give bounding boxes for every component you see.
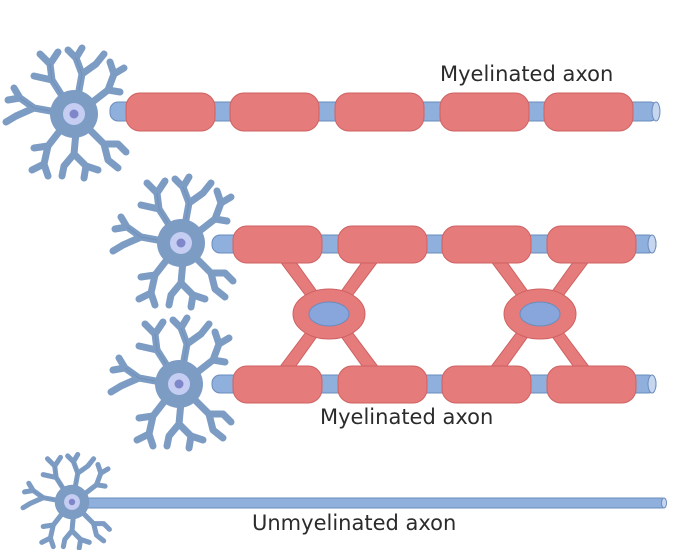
bottom-axon-end: [661, 497, 667, 509]
myelin-sheath: [337, 225, 428, 264]
myelin-sheath: [439, 92, 530, 132]
middle-upper-myelin-sheaths: [232, 225, 637, 264]
middle-lower-axon-end: [647, 374, 657, 394]
oligodendrocyte-1: [292, 288, 366, 340]
middle-upper-axon-end: [647, 234, 657, 254]
bottom-neuron: [23, 454, 667, 548]
top-myelin-sheaths: [125, 92, 634, 132]
bottom-axon: [79, 497, 667, 509]
oligodendrocyte-nucleus: [519, 301, 561, 327]
middle-neurons: [111, 177, 657, 448]
top-axon-end: [651, 101, 661, 122]
myelin-sheath: [441, 225, 532, 264]
myelin-sheath: [337, 365, 428, 404]
top-neuron-cell-body: [6, 48, 126, 178]
myelin-sheath: [232, 365, 323, 404]
bottom-axon-label: Unmyelinated axon: [252, 511, 456, 535]
oligodendrocyte-2: [503, 288, 577, 340]
middle-lower-myelin-sheaths: [232, 365, 637, 404]
myelin-sheath: [543, 92, 634, 132]
myelin-sheath: [125, 92, 216, 132]
myelin-sheath: [546, 225, 637, 264]
myelin-sheath: [232, 225, 323, 264]
middle-axon-label: Myelinated axon: [320, 405, 493, 429]
myelin-sheath: [546, 365, 637, 404]
top-axon-label: Myelinated axon: [440, 62, 613, 86]
oligodendrocyte-nucleus: [308, 301, 350, 327]
myelin-sheath: [441, 365, 532, 404]
myelin-sheath: [334, 92, 425, 132]
top-neuron: [6, 48, 661, 178]
myelin-sheath: [229, 92, 320, 132]
